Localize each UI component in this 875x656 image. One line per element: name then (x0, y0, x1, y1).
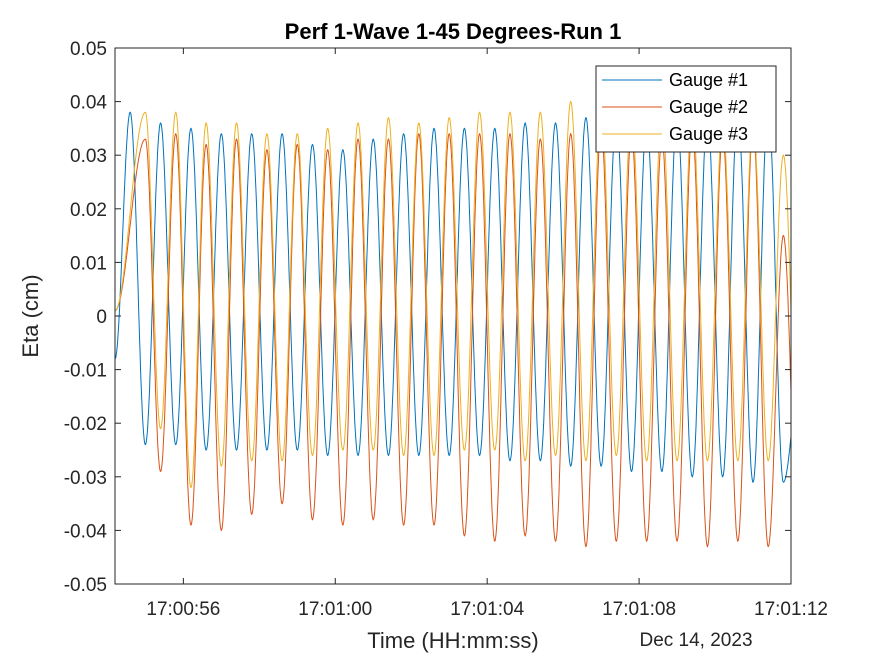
x-tick-label: 17:01:12 (754, 599, 828, 620)
y-tick-label: 0.05 (70, 39, 107, 60)
y-tick-label: -0.05 (64, 575, 107, 596)
y-tick-label: -0.04 (64, 521, 108, 542)
legend: Gauge #1 Gauge #2 Gauge #3 (595, 65, 777, 153)
y-tick-label: -0.02 (64, 414, 107, 435)
y-axis-label: Eta (cm) (18, 274, 43, 357)
ticks-layer: 0.05 0.04 0.03 0.02 0.01 0 -0.01 -0.02 -0.03 -0.0… (64, 39, 828, 620)
y-tick-label: 0.04 (70, 93, 107, 114)
y-tick-label: 0 (96, 307, 107, 328)
series-line-gauge-2 (115, 127, 791, 548)
x-axis-label: Time (HH:mm:ss) (367, 628, 539, 653)
x-tick-label: 17:01:00 (298, 599, 372, 620)
y-tick-label: -0.01 (64, 361, 107, 382)
series-line-gauge-3 (115, 100, 791, 489)
legend-label-gauge-2: Gauge #2 (669, 97, 748, 117)
y-tick-label: 0.02 (70, 200, 107, 221)
x-tick-label: 17:01:08 (602, 599, 676, 620)
x-tick-label: 17:01:04 (450, 599, 524, 620)
x-tick-label: 17:00:56 (146, 599, 220, 620)
legend-label-gauge-3: Gauge #3 (669, 124, 748, 144)
y-tick-label: -0.03 (64, 468, 107, 489)
y-tick-label: 0.01 (70, 253, 107, 274)
legend-label-gauge-1: Gauge #1 (669, 70, 748, 90)
x-axis-date-label: Dec 14, 2023 (639, 630, 752, 651)
chart-title: Perf 1-Wave 1-45 Degrees-Run 1 (285, 19, 622, 44)
y-tick-label: 0.03 (70, 146, 107, 167)
